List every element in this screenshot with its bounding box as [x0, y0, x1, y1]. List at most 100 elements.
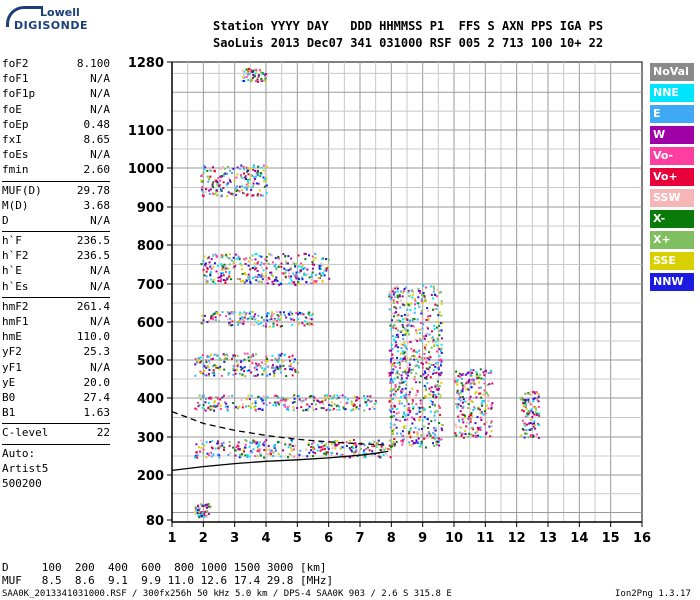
- echo-point: [213, 374, 216, 377]
- param-row: fmin 2.60: [2, 163, 110, 178]
- echo-point: [277, 440, 280, 443]
- echo-point: [437, 440, 440, 443]
- echo-point: [408, 441, 411, 444]
- echo-point: [238, 190, 241, 193]
- echo-point: [308, 311, 311, 314]
- echo-point: [202, 448, 205, 451]
- echo-point: [427, 309, 430, 312]
- echo-point: [204, 401, 207, 404]
- legend-item: SSE: [650, 252, 694, 270]
- echo-point: [298, 265, 301, 268]
- echo-point: [238, 319, 240, 322]
- echo-point: [228, 312, 231, 315]
- echo-point: [205, 361, 208, 364]
- echo-point: [243, 366, 246, 369]
- echo-point: [474, 392, 477, 395]
- echo-point: [224, 401, 226, 404]
- echo-point: [525, 403, 528, 406]
- echo-point: [240, 175, 243, 178]
- echo-point: [272, 445, 275, 448]
- echo-point: [402, 326, 405, 328]
- echo-point: [423, 337, 426, 340]
- echo-point: [212, 253, 215, 256]
- param-name: yF1: [2, 360, 22, 374]
- echo-point: [537, 423, 540, 426]
- echo-point: [227, 267, 230, 270]
- echo-point: [351, 446, 353, 449]
- echo-point: [403, 411, 405, 414]
- echo-point: [325, 267, 328, 270]
- x-tick-label: 10: [445, 531, 463, 546]
- echo-point: [250, 186, 253, 189]
- echo-point: [228, 253, 231, 256]
- echo-point: [530, 409, 533, 412]
- echo-point: [213, 262, 216, 265]
- echo-point: [205, 441, 208, 444]
- echo-point: [206, 503, 208, 506]
- echo-point: [312, 451, 315, 454]
- echo-point: [355, 399, 358, 402]
- echo-point: [384, 447, 387, 450]
- echo-point: [242, 192, 245, 194]
- echo-point: [391, 357, 394, 359]
- echo-point: [203, 168, 206, 171]
- echo-point: [435, 308, 438, 310]
- echo-point: [265, 374, 268, 377]
- echo-point: [201, 354, 204, 357]
- echo-point: [284, 255, 287, 257]
- echo-point: [524, 415, 527, 418]
- echo-point: [486, 404, 489, 407]
- echo-point: [484, 408, 487, 411]
- echo-point: [206, 510, 209, 513]
- echo-point: [308, 276, 311, 279]
- echo-point: [211, 371, 214, 374]
- echo-point: [205, 398, 207, 400]
- echo-point: [479, 386, 482, 389]
- echo-point: [229, 179, 231, 182]
- echo-point: [397, 333, 400, 336]
- echo-point: [243, 258, 246, 261]
- echo-point: [437, 405, 440, 408]
- echo-point: [285, 375, 288, 377]
- echo-point: [293, 401, 296, 403]
- echo-point: [234, 354, 236, 357]
- echo-point: [268, 401, 271, 404]
- echo-point: [360, 447, 362, 450]
- echo-point: [248, 312, 251, 315]
- echo-point: [275, 266, 278, 269]
- echo-point: [415, 381, 418, 384]
- echo-point: [437, 366, 440, 369]
- echo-point: [436, 380, 439, 383]
- echo-point: [208, 355, 211, 358]
- echo-point: [461, 401, 464, 404]
- echo-point: [248, 455, 251, 458]
- echo-point: [294, 370, 297, 373]
- echo-point: [404, 360, 407, 363]
- echo-point: [274, 257, 277, 260]
- echo-point: [412, 400, 414, 403]
- echo-point: [414, 303, 416, 306]
- echo-point: [391, 379, 394, 382]
- echo-point: [254, 170, 257, 172]
- echo-point: [254, 455, 257, 458]
- echo-point: [349, 439, 351, 442]
- legend-item: Vo-: [650, 147, 694, 165]
- y-tick-label: 900: [137, 201, 164, 216]
- echo-point: [277, 359, 280, 362]
- echo-point: [281, 396, 284, 399]
- echo-point: [391, 381, 394, 384]
- echo-point: [249, 311, 252, 313]
- echo-point: [417, 441, 420, 444]
- echo-point: [411, 399, 414, 402]
- echo-point: [200, 179, 203, 182]
- echo-point: [437, 368, 440, 371]
- echo-point: [355, 444, 358, 447]
- echo-point: [289, 267, 292, 270]
- echo-point: [343, 407, 346, 410]
- echo-point: [490, 430, 493, 433]
- echo-point: [421, 406, 424, 409]
- echo-point: [433, 414, 436, 417]
- echo-point: [427, 340, 430, 343]
- echo-point: [491, 382, 494, 385]
- echo-point: [408, 393, 411, 396]
